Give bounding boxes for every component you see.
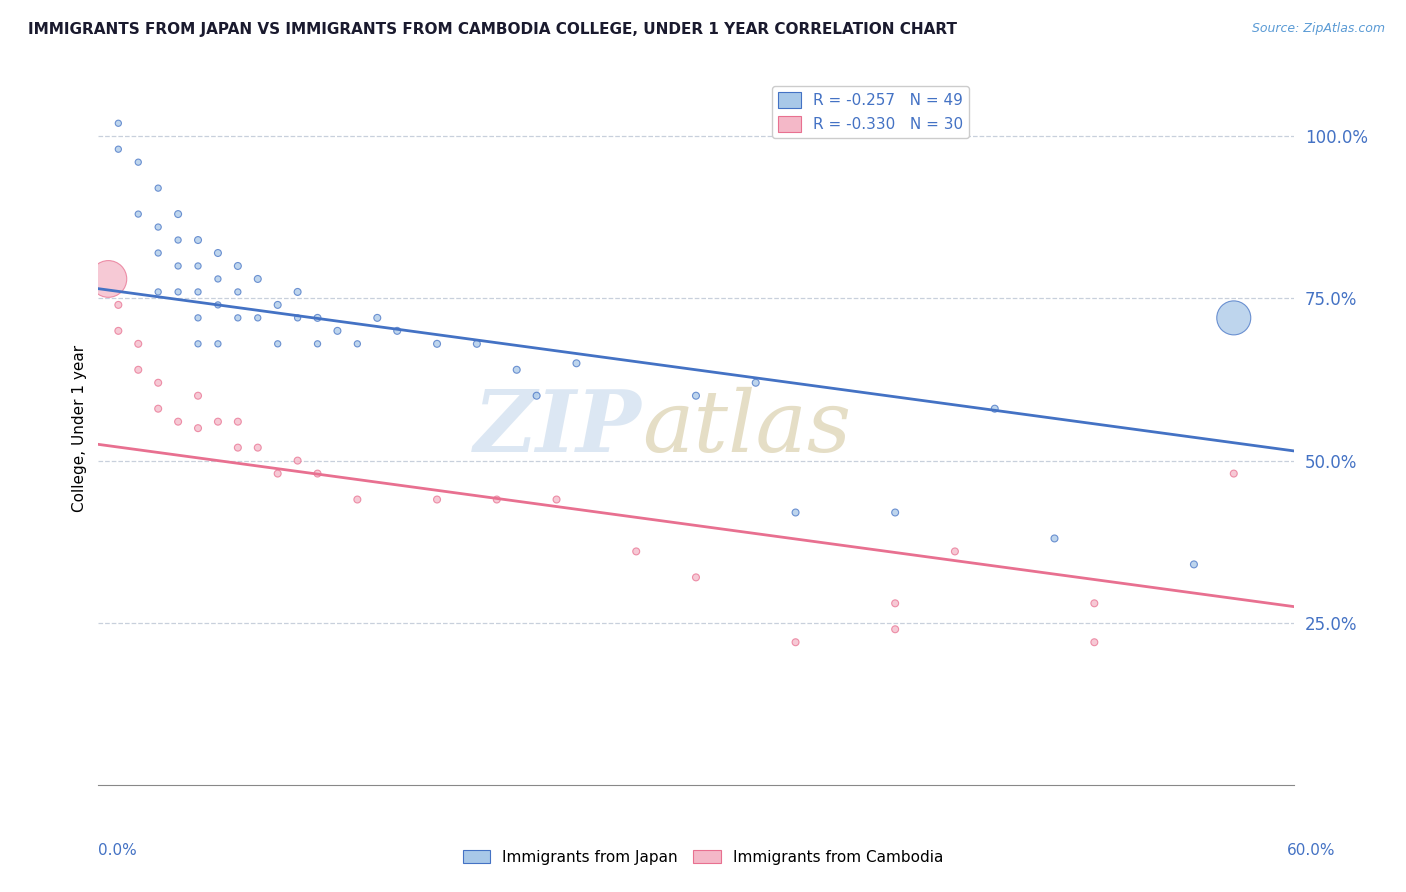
- Point: [267, 336, 290, 351]
- Point: [287, 310, 309, 325]
- Point: [546, 492, 568, 507]
- Legend: Immigrants from Japan, Immigrants from Cambodia: Immigrants from Japan, Immigrants from C…: [457, 844, 949, 871]
- Point: [1182, 558, 1205, 572]
- Text: IMMIGRANTS FROM JAPAN VS IMMIGRANTS FROM CAMBODIA COLLEGE, UNDER 1 YEAR CORRELAT: IMMIGRANTS FROM JAPAN VS IMMIGRANTS FROM…: [28, 22, 957, 37]
- Point: [426, 492, 449, 507]
- Point: [426, 336, 449, 351]
- Point: [346, 492, 368, 507]
- Point: [526, 389, 548, 403]
- Point: [148, 376, 170, 390]
- Point: [1083, 596, 1105, 610]
- Point: [187, 310, 209, 325]
- Point: [1043, 532, 1066, 546]
- Point: [187, 389, 209, 403]
- Point: [167, 233, 190, 247]
- Point: [465, 336, 488, 351]
- Point: [626, 544, 648, 558]
- Point: [127, 363, 149, 377]
- Point: [346, 336, 368, 351]
- Point: [366, 310, 388, 325]
- Point: [167, 415, 190, 429]
- Point: [884, 596, 907, 610]
- Point: [1223, 310, 1246, 325]
- Point: [307, 467, 329, 481]
- Point: [127, 207, 149, 221]
- Point: [187, 259, 209, 273]
- Point: [148, 285, 170, 299]
- Point: [226, 441, 249, 455]
- Point: [385, 324, 409, 338]
- Point: [1223, 467, 1246, 481]
- Point: [167, 207, 190, 221]
- Point: [207, 298, 229, 312]
- Point: [127, 336, 149, 351]
- Text: atlas: atlas: [643, 387, 851, 469]
- Point: [485, 492, 508, 507]
- Point: [267, 298, 290, 312]
- Point: [685, 389, 707, 403]
- Point: [148, 220, 170, 235]
- Point: [267, 467, 290, 481]
- Point: [107, 298, 129, 312]
- Point: [785, 635, 807, 649]
- Point: [506, 363, 529, 377]
- Point: [107, 142, 129, 156]
- Point: [127, 155, 149, 169]
- Point: [226, 285, 249, 299]
- Point: [226, 310, 249, 325]
- Text: Source: ZipAtlas.com: Source: ZipAtlas.com: [1251, 22, 1385, 36]
- Point: [167, 259, 190, 273]
- Point: [148, 181, 170, 195]
- Point: [107, 116, 129, 130]
- Point: [207, 415, 229, 429]
- Point: [246, 310, 269, 325]
- Point: [207, 246, 229, 260]
- Point: [785, 506, 807, 520]
- Point: [148, 246, 170, 260]
- Point: [326, 324, 349, 338]
- Point: [226, 259, 249, 273]
- Point: [207, 336, 229, 351]
- Point: [307, 310, 329, 325]
- Point: [246, 272, 269, 286]
- Text: 0.0%: 0.0%: [98, 843, 138, 858]
- Point: [745, 376, 768, 390]
- Point: [97, 272, 120, 286]
- Point: [207, 272, 229, 286]
- Point: [307, 336, 329, 351]
- Point: [107, 324, 129, 338]
- Point: [287, 285, 309, 299]
- Point: [1083, 635, 1105, 649]
- Point: [884, 622, 907, 636]
- Point: [984, 401, 1007, 416]
- Point: [246, 441, 269, 455]
- Text: 60.0%: 60.0%: [1288, 843, 1336, 858]
- Text: ZIP: ZIP: [474, 386, 643, 470]
- Point: [187, 285, 209, 299]
- Point: [187, 336, 209, 351]
- Point: [148, 401, 170, 416]
- Point: [187, 421, 209, 435]
- Point: [226, 415, 249, 429]
- Point: [167, 285, 190, 299]
- Point: [565, 356, 588, 370]
- Point: [943, 544, 966, 558]
- Point: [884, 506, 907, 520]
- Point: [287, 453, 309, 467]
- Point: [187, 233, 209, 247]
- Y-axis label: College, Under 1 year: College, Under 1 year: [72, 344, 87, 512]
- Legend: R = -0.257   N = 49, R = -0.330   N = 30: R = -0.257 N = 49, R = -0.330 N = 30: [772, 87, 969, 138]
- Point: [685, 570, 707, 584]
